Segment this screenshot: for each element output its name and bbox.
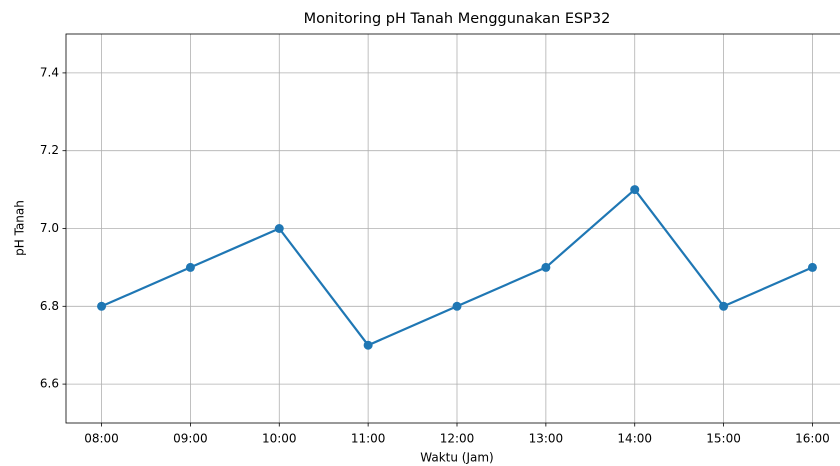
y-tick-label: 6.6 xyxy=(40,377,59,391)
chart-title: Monitoring pH Tanah Menggunakan ESP32 xyxy=(304,11,611,27)
y-axis-label: pH Tanah xyxy=(13,200,27,256)
x-axis-label: Waktu (Jam) xyxy=(420,451,493,465)
point xyxy=(97,301,107,311)
x-tick-label: 12:00 xyxy=(440,432,475,446)
y-tick-label: 7.0 xyxy=(40,221,59,235)
x-tick-label: 14:00 xyxy=(617,432,652,446)
x-tick-label: 15:00 xyxy=(706,432,741,446)
x-tick-label: 11:00 xyxy=(351,432,386,446)
point xyxy=(363,340,373,350)
point xyxy=(719,301,729,311)
x-tick-label: 16:00 xyxy=(795,432,830,446)
point xyxy=(452,301,462,311)
x-tick-label: 09:00 xyxy=(173,432,208,446)
y-tick-label: 7.2 xyxy=(40,143,59,157)
y-tick-label: 7.4 xyxy=(40,65,59,79)
x-tick-label: 10:00 xyxy=(262,432,297,446)
grid-layer xyxy=(66,34,840,423)
point xyxy=(274,224,284,233)
point xyxy=(185,262,195,272)
point xyxy=(630,185,640,195)
marks-layer xyxy=(97,185,817,350)
x-tick-label: 13:00 xyxy=(529,432,564,446)
point xyxy=(541,262,551,272)
x-tick-label: 08:00 xyxy=(84,432,119,446)
y-tick-label: 6.8 xyxy=(40,299,59,313)
point xyxy=(807,262,817,272)
